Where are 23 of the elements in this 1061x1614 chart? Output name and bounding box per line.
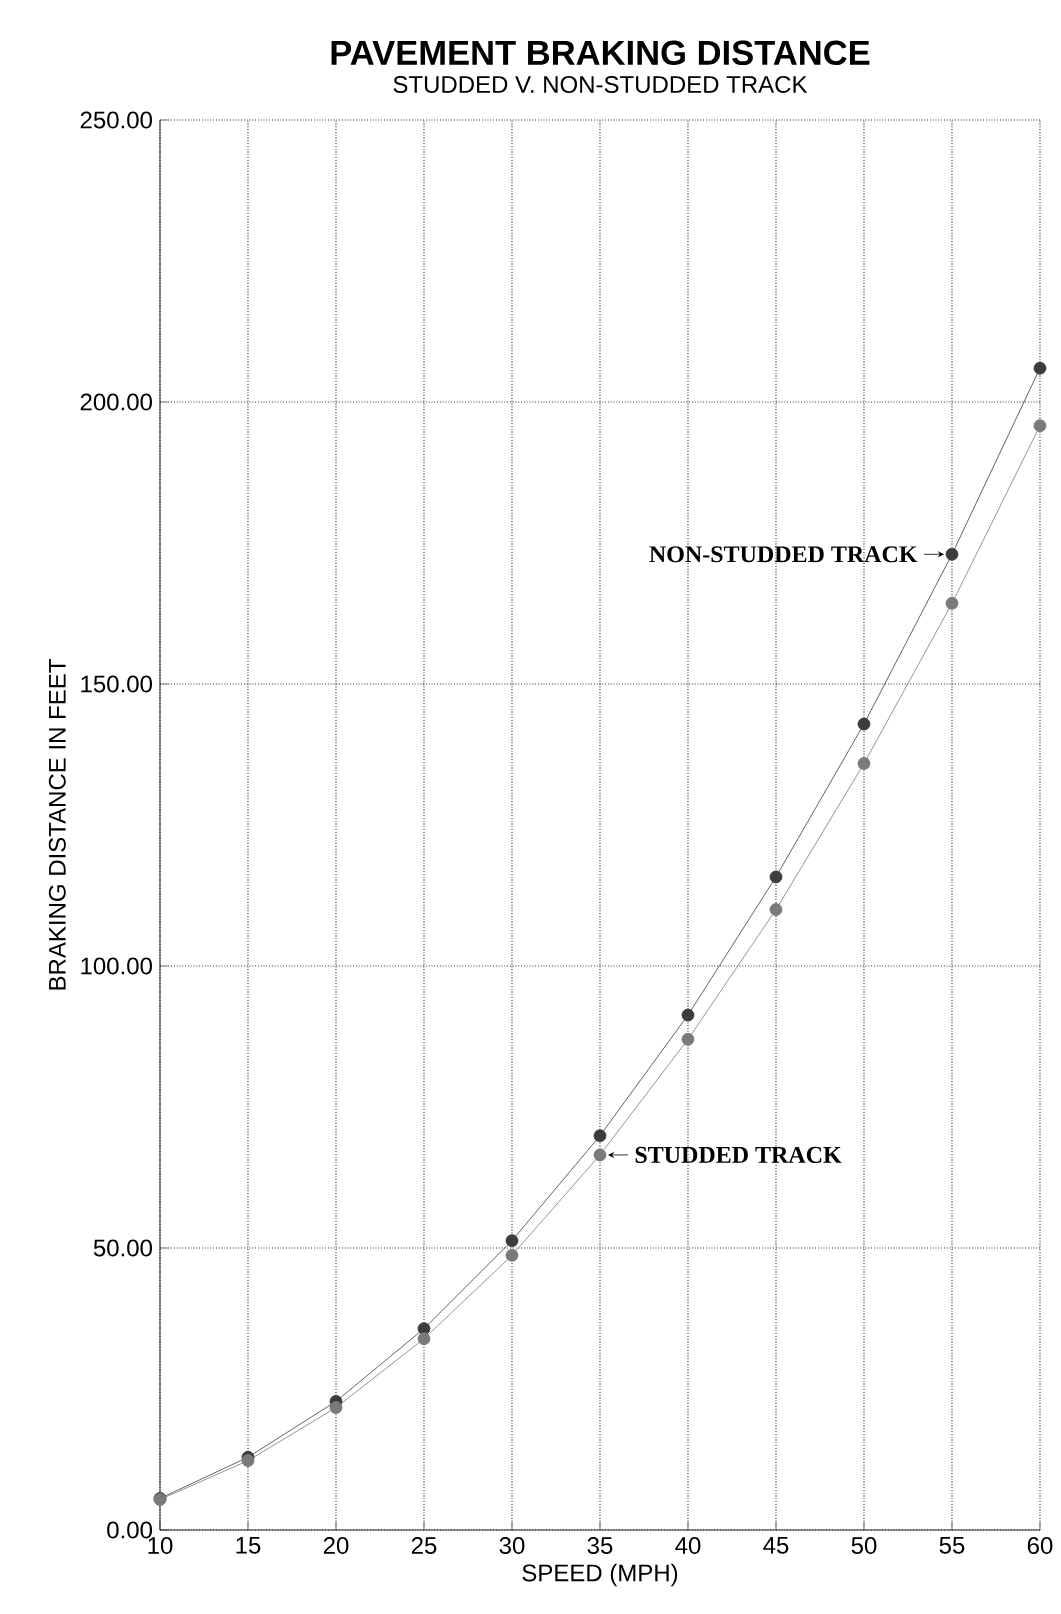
y-axis-title: BRAKING DISTANCE IN FEET — [48, 659, 66, 990]
x-tick-label: 30 — [499, 1537, 525, 1555]
y-tick-label: 200.00 — [80, 393, 152, 411]
y-tick-label: 100.00 — [81, 957, 152, 975]
x-tick-label: 15 — [236, 1537, 261, 1554]
x-tick-label: 60 — [1027, 1537, 1053, 1555]
x-tick-label: 10 — [148, 1537, 173, 1555]
y-tick-label: 150.00 — [81, 675, 152, 693]
x-tick-label: 35 — [587, 1537, 613, 1555]
y-tick-label: 250.00 — [80, 111, 152, 129]
x-tick-label: 50 — [851, 1537, 877, 1555]
y-tick-label: 50.00 — [93, 1239, 152, 1257]
x-tick-label: 20 — [323, 1537, 349, 1555]
x-tick-label: 25 — [411, 1537, 437, 1555]
x-axis-title: SPEED (MPH) — [522, 1563, 678, 1587]
x-tick-label: 45 — [763, 1537, 789, 1554]
annotation: NON-STUDDED TRACK — [649, 546, 918, 563]
y-tick-label: 0.00 — [107, 1521, 152, 1539]
chart-title: PAVEMENT BRAKING DISTANCE — [331, 40, 870, 66]
chart-subtitle: STUDDED V. NON-STUDDED TRACK — [393, 75, 808, 93]
x-tick-label: 40 — [675, 1537, 701, 1555]
annotation: STUDDED TRACK — [635, 1146, 842, 1163]
x-tick-label: 55 — [939, 1537, 965, 1554]
